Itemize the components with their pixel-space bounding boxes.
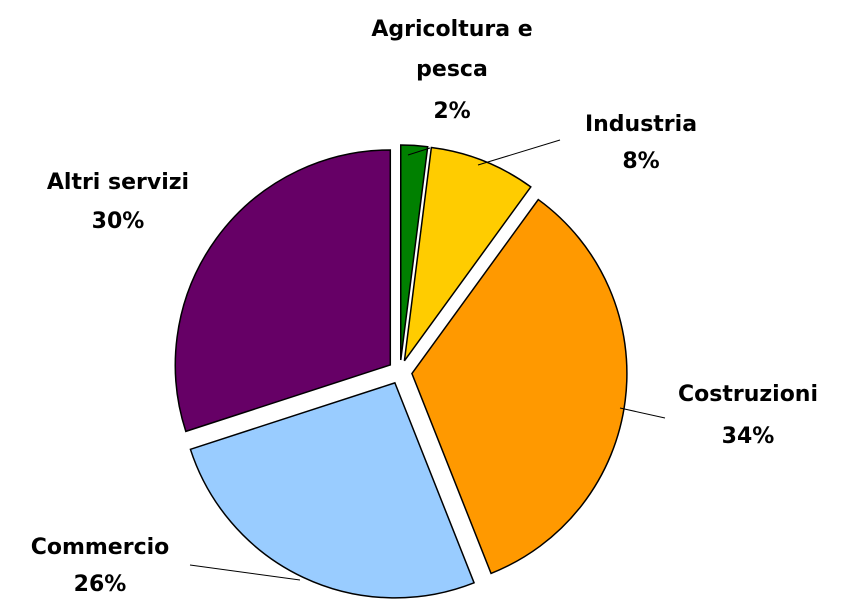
leader-line — [407, 147, 431, 156]
slice-label: Costruzioni — [677, 382, 819, 407]
pie-slice — [400, 144, 429, 361]
slice-value-label: 8% — [622, 149, 660, 174]
slice-value-label: 2% — [433, 99, 471, 124]
slice-value-label: 30% — [91, 209, 145, 234]
pie-slice — [411, 198, 628, 575]
pie-slice — [189, 381, 476, 599]
slice-label: Altri servizi — [46, 170, 190, 195]
slice-value-label: 34% — [721, 424, 775, 449]
pie-slice — [174, 149, 392, 433]
slice-value-label: 26% — [73, 572, 127, 597]
slice-label: Agricoltura e pesca — [371, 17, 533, 82]
leader-line — [477, 139, 561, 166]
leader-line — [619, 407, 666, 419]
leader-line — [189, 564, 301, 581]
pie-slice — [403, 146, 532, 362]
slice-label: Industria — [584, 112, 698, 137]
slice-label: Commercio — [30, 535, 170, 560]
